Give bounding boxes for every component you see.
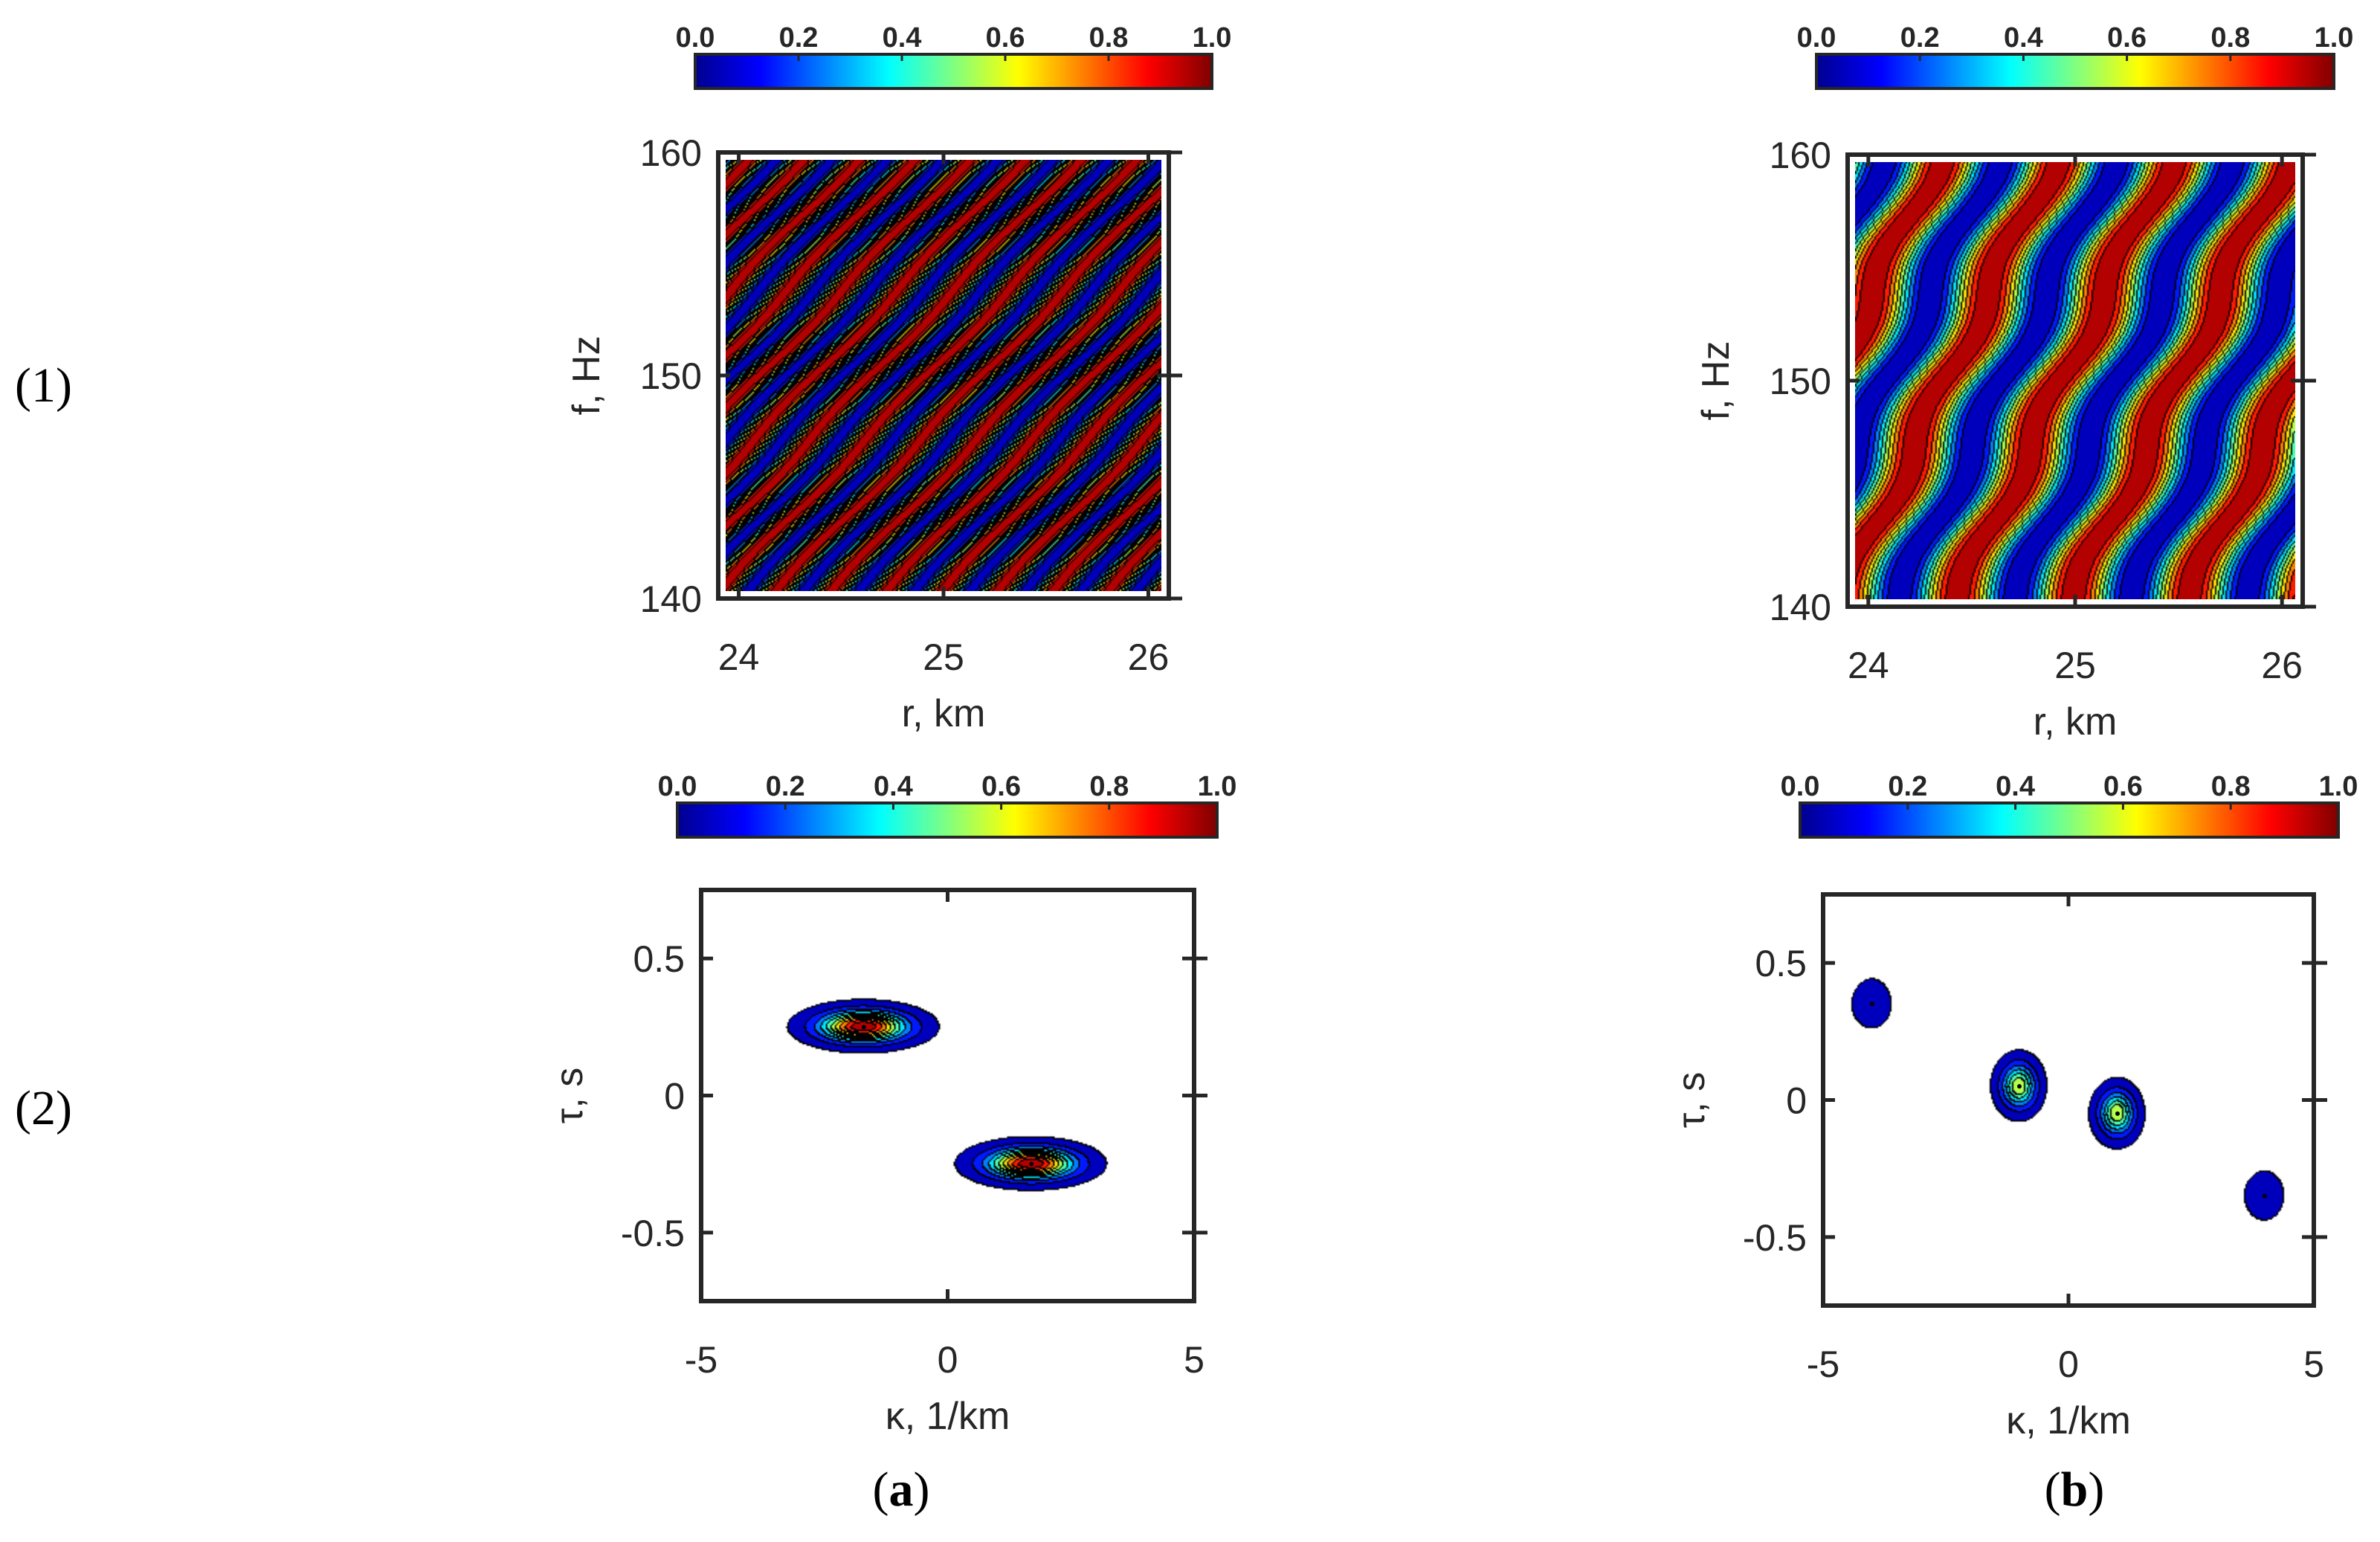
colorbar-tick-label: 0.4 [874, 771, 913, 802]
peak-marker [1029, 1161, 1034, 1167]
row-label-2: (2) [15, 1081, 72, 1135]
peak-marker [2115, 1111, 2120, 1116]
y-axis-label: τ, s [548, 1068, 591, 1123]
colorbar-tick-label: 1.0 [2319, 771, 2358, 802]
y-tick-label: 160 [1770, 135, 1831, 176]
x-tick-label: 26 [2261, 645, 2303, 686]
colorbar-tick-label: 1.0 [1193, 22, 1232, 54]
x-tick-label: 0 [938, 1339, 958, 1381]
panel-label-b: (b) [2045, 1462, 2105, 1517]
x-tick-label: 25 [2054, 645, 2096, 686]
colorbar-tick-label: 0.2 [1888, 771, 1927, 802]
x-tick-label: -5 [1807, 1343, 1839, 1385]
y-tick-label: 0 [664, 1076, 685, 1117]
y-axis-label: f, Hz [565, 336, 608, 416]
colorbar-tick-label: 0.4 [1996, 771, 2035, 802]
panel-label-a: (a) [873, 1462, 930, 1517]
x-tick-label: 5 [1184, 1339, 1204, 1381]
chart-panel-a1: 0.0 0.2 0.4 0.6 0.8 1.0 24 25 26 140 150 160 r, km f,… [565, 22, 1231, 735]
colorbar-tick-label: 0.0 [676, 22, 715, 54]
y-tick-label: 150 [640, 355, 702, 397]
y-axis-label: f, Hz [1694, 341, 1738, 421]
colorbar-tick-label: 0.8 [1089, 22, 1129, 54]
colorbar-tick-label: 0.8 [2211, 771, 2251, 802]
heatmap-image-a2 [701, 890, 1194, 1301]
y-tick-label: 140 [640, 578, 702, 620]
x-tick-label: 26 [1128, 636, 1170, 678]
colorbar-tick-label: 0.0 [658, 771, 697, 802]
colorbar-b2 [1799, 801, 2340, 839]
y-tick-label: 150 [1770, 361, 1831, 402]
colorbar-b1 [1815, 53, 2335, 90]
colorbar-tick-label: 0.4 [2004, 22, 2043, 54]
peak-marker [2017, 1084, 2022, 1089]
x-tick-label: 24 [1848, 645, 1889, 686]
colorbar-tick-label: 0.6 [981, 771, 1021, 802]
colorbar-tick-label: 1.0 [2315, 22, 2354, 54]
x-axis-label: κ, 1/km [2006, 1399, 2131, 1442]
chart-panel-b1: 0.0 0.2 0.4 0.6 0.8 1.0 24 25 26 140 150 160 r, km f,… [1694, 22, 2353, 743]
y-tick-label: -0.5 [621, 1213, 685, 1254]
y-tick-label: 0.5 [633, 938, 685, 980]
x-tick-label: 24 [718, 636, 760, 678]
colorbar-tick-label: 0.6 [986, 22, 1025, 54]
colorbar-tick-label: 0.2 [1900, 22, 1940, 54]
x-axis-label: κ, 1/km [886, 1395, 1010, 1438]
colorbar-tick-label: 0.0 [1781, 771, 1820, 802]
x-tick-label: 5 [2303, 1343, 2324, 1385]
colorbar-tick-label: 0.8 [1089, 771, 1129, 802]
colorbar-a2 [676, 801, 1219, 839]
peak-marker [1870, 1001, 1874, 1007]
colorbar-tick-label: 0.4 [883, 22, 922, 54]
x-tick-label: 25 [923, 636, 964, 678]
y-tick-label: 0 [1786, 1080, 1807, 1122]
heatmap-image-a1 [726, 160, 1161, 591]
x-axis-label: r, km [902, 692, 986, 735]
y-axis-label: τ, s [1670, 1072, 1713, 1128]
colorbar-tick-label: 0.8 [2210, 22, 2250, 54]
row-label-1: (1) [15, 358, 72, 413]
chart-panel-b2: 0.0 0.2 0.4 0.6 0.8 1.0 -5 0 5 -0.5 0 0.5 κ, 1/km τ, … [1670, 771, 2358, 1442]
colorbar-tick-label: 0.0 [1797, 22, 1836, 54]
x-axis-label: r, km [2034, 700, 2118, 743]
y-tick-label: 140 [1770, 587, 1831, 628]
colorbar-tick-label: 0.2 [766, 771, 805, 802]
colorbar-tick-label: 0.2 [779, 22, 819, 54]
y-tick-label: 0.5 [1755, 943, 1807, 984]
colorbar-tick-label: 1.0 [1198, 771, 1237, 802]
colorbar-tick-label: 0.6 [2107, 22, 2147, 54]
heatmap-image-b1 [1855, 162, 2295, 599]
peak-marker [861, 1025, 866, 1030]
heatmap-image-b2 [1823, 894, 2314, 1306]
y-tick-label: -0.5 [1743, 1217, 1807, 1259]
y-tick-label: 160 [640, 132, 702, 174]
colorbar-tick-label: 0.6 [2103, 771, 2143, 802]
chart-panel-a2: 0.0 0.2 0.4 0.6 0.8 1.0 -5 0 5 -0.5 0 0.5 κ, 1/km τ, … [548, 771, 1236, 1438]
x-tick-label: 0 [2058, 1343, 2079, 1385]
peak-marker [2263, 1193, 2267, 1199]
colorbar-a1 [694, 53, 1213, 90]
x-tick-label: -5 [685, 1339, 717, 1381]
